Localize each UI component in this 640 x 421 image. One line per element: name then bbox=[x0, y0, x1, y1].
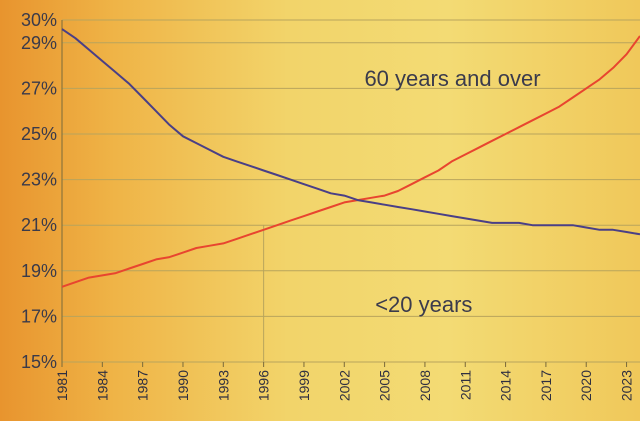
x-tick-label: 1981 bbox=[54, 370, 70, 401]
x-tick-label: 2014 bbox=[498, 370, 514, 401]
x-tick-label: 2005 bbox=[377, 370, 393, 401]
y-tick-label: 29% bbox=[21, 33, 57, 53]
y-tick-label: 15% bbox=[21, 352, 57, 372]
x-tick-label: 1987 bbox=[135, 370, 151, 401]
series-label-under-20: <20 years bbox=[375, 292, 472, 317]
series-labels: 60 years and over <20 years bbox=[364, 66, 540, 317]
x-tick-label: 1990 bbox=[175, 370, 191, 401]
x-tick-label: 1984 bbox=[94, 370, 110, 401]
x-tick-label: 1993 bbox=[215, 370, 231, 401]
y-tick-label: 19% bbox=[21, 261, 57, 281]
x-tick-label: 2002 bbox=[336, 370, 352, 401]
series-label-60-and-over: 60 years and over bbox=[364, 66, 540, 91]
y-tick-label: 17% bbox=[21, 306, 57, 326]
y-axis: 15% 17% 19% 21% 23% 25% 27% 29% 30% bbox=[21, 10, 63, 372]
x-tick-label: 2020 bbox=[578, 370, 594, 401]
x-axis: 1981 1984 1987 1990 1993 1996 1999 2002 2005 2008… bbox=[54, 362, 635, 401]
y-tick-label: 25% bbox=[21, 124, 57, 144]
x-tick-label: 2017 bbox=[538, 370, 554, 401]
y-tick-label: 23% bbox=[21, 170, 57, 190]
x-tick-label: 2011 bbox=[457, 370, 473, 400]
x-tick-label: 1999 bbox=[296, 370, 312, 401]
y-tick-label: 21% bbox=[21, 215, 57, 235]
x-tick-label: 2023 bbox=[619, 370, 635, 401]
y-tick-label: 27% bbox=[21, 78, 57, 98]
x-tick-label: 1996 bbox=[256, 370, 272, 401]
series-line-60-and-over bbox=[61, 35, 640, 288]
grid-lines bbox=[62, 19, 640, 363]
y-tick-label: 30% bbox=[21, 10, 57, 30]
x-tick-label: 2008 bbox=[417, 370, 433, 401]
series-lines bbox=[61, 28, 640, 288]
series-line-under-20 bbox=[61, 28, 640, 236]
